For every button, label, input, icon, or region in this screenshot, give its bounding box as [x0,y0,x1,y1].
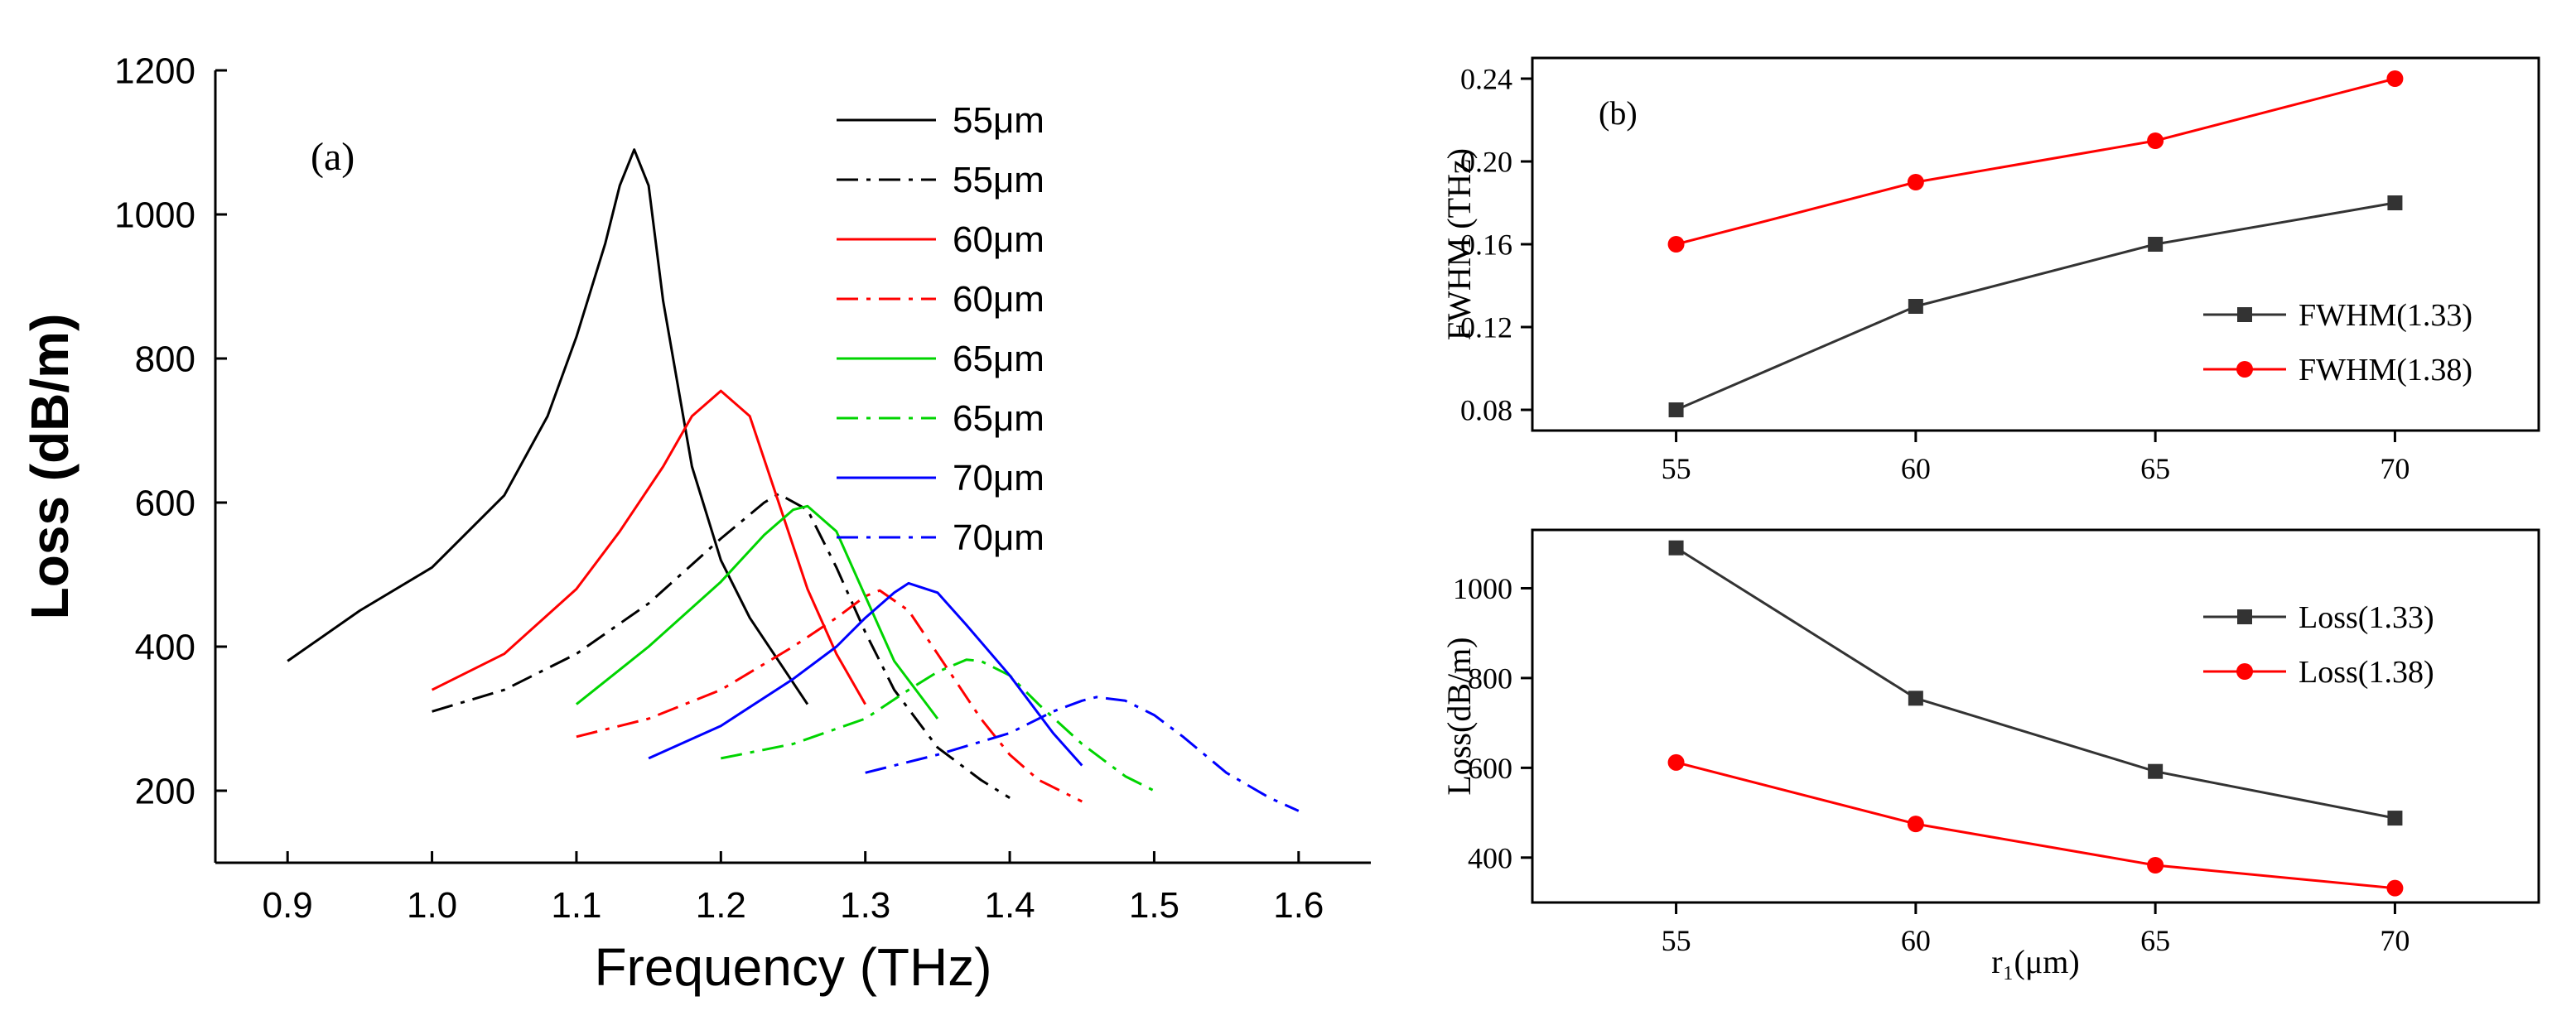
x-tick-label: 55 [1662,452,1691,485]
x-tick-label: 1.5 [1129,885,1179,926]
legend-label: 60μm [953,219,1044,260]
x-tick-label: 1.0 [407,885,457,926]
legend-label: 55μm [953,100,1044,141]
panel-a-chart: 0.9 1.0 1.1 1.2 1.3 1.4 1.5 1.6 200 400 600 800 1000… [20,51,1371,997]
x-tick-label: 60 [1901,924,1931,957]
x-tick-label: 65 [2140,452,2170,485]
panel-b-fwhm-chart: 55 60 65 70 0.08 0.12 0.16 0.20 0.24 FWHM (THz) (b… [1440,56,2540,485]
series-line [1676,761,2395,890]
series-line [575,504,939,720]
x-tick-label: 1.6 [1273,885,1324,926]
y-axis-label: Loss(dB/m) [1440,637,1478,795]
x-tick-label: 1.1 [551,885,601,926]
y-tick-label: 800 [1468,662,1512,695]
y-axis-label: Loss (dB/m) [20,314,80,620]
data-point-circle [1907,174,1924,190]
series-line [721,658,1155,792]
plot-frame [1531,528,2540,904]
data-point-square [2148,763,2164,779]
legend-label: 65μm [953,398,1044,439]
data-point-square [2148,237,2164,252]
y-tick-label: 1000 [1453,572,1512,605]
y-tick-label: 0.24 [1460,63,1512,96]
x-axis-label: r₁(μm) [1991,943,2079,980]
data-point-square [2387,195,2403,210]
data-point-circle [2147,857,2164,874]
legend-marker [2237,307,2252,322]
legend-marker [2236,663,2253,680]
data-point-circle [2386,70,2404,87]
x-tick-label: 70 [2380,452,2410,485]
x-tick-label: 1.4 [984,885,1035,926]
data-point-square [1668,402,1684,417]
data-point-circle [2147,132,2164,149]
legend-label: Loss(1.33) [2299,600,2434,635]
y-tick-label: 600 [1468,752,1512,785]
y-tick-label: 200 [135,771,195,811]
series-line [1675,546,2395,820]
legend-marker [2237,609,2252,624]
legend-label: 55μm [953,160,1044,200]
legend-label: FWHM(1.38) [2299,353,2472,387]
x-tick-label: 1.3 [840,885,890,926]
x-tick-label: 70 [2380,924,2410,957]
data-point-square [2387,811,2403,826]
x-axis-label: Frequency (THz) [594,937,991,997]
y-tick-label: 0.12 [1460,311,1512,344]
panel-label: (a) [311,135,355,179]
legend-label: 70μm [953,517,1044,558]
legend-label: 65μm [953,339,1044,379]
series-line [1676,77,2395,246]
y-tick-label: 800 [135,339,195,379]
y-tick-label: 400 [1468,841,1512,874]
y-tick-label: 0.16 [1460,229,1512,262]
data-point-square [1668,540,1684,556]
series-line [432,493,1011,799]
series-line [431,389,867,705]
y-tick-label: 400 [135,627,195,667]
y-tick-label: 0.20 [1460,146,1512,179]
legend-label: 70μm [953,458,1044,498]
x-tick-label: 1.2 [696,885,746,926]
x-tick-label: 65 [2140,924,2170,957]
data-point-circle [1907,816,1924,833]
panel-b-loss-chart: 55 60 65 70 400 600 800 1000 r₁(μm) Loss(dB/m) Los… [1440,528,2540,980]
y-axis-label: FWHM (THz) [1440,148,1478,340]
data-point-circle [1667,236,1685,253]
data-point-square [1908,691,1923,706]
series-line [1676,201,2395,412]
x-tick-label: 60 [1901,452,1931,485]
y-tick-label: 1000 [114,195,195,235]
y-tick-label: 1200 [114,51,195,91]
series-line [287,148,809,705]
series-line [865,695,1300,812]
series-line [648,581,1083,767]
x-tick-label: 55 [1662,924,1691,957]
legend-marker [2236,361,2253,378]
y-tick-label: 0.08 [1460,394,1512,427]
y-tick-label: 600 [135,483,195,523]
panel-label: (b) [1599,94,1638,132]
legend-label: 60μm [953,279,1044,320]
data-point-circle [1667,753,1685,771]
legend-label: Loss(1.38) [2299,655,2434,690]
series-line [576,589,1083,803]
data-point-square [1908,299,1923,314]
x-tick-label: 0.9 [263,885,313,926]
data-point-circle [2386,879,2404,897]
legend-label: FWHM(1.33) [2299,298,2472,333]
